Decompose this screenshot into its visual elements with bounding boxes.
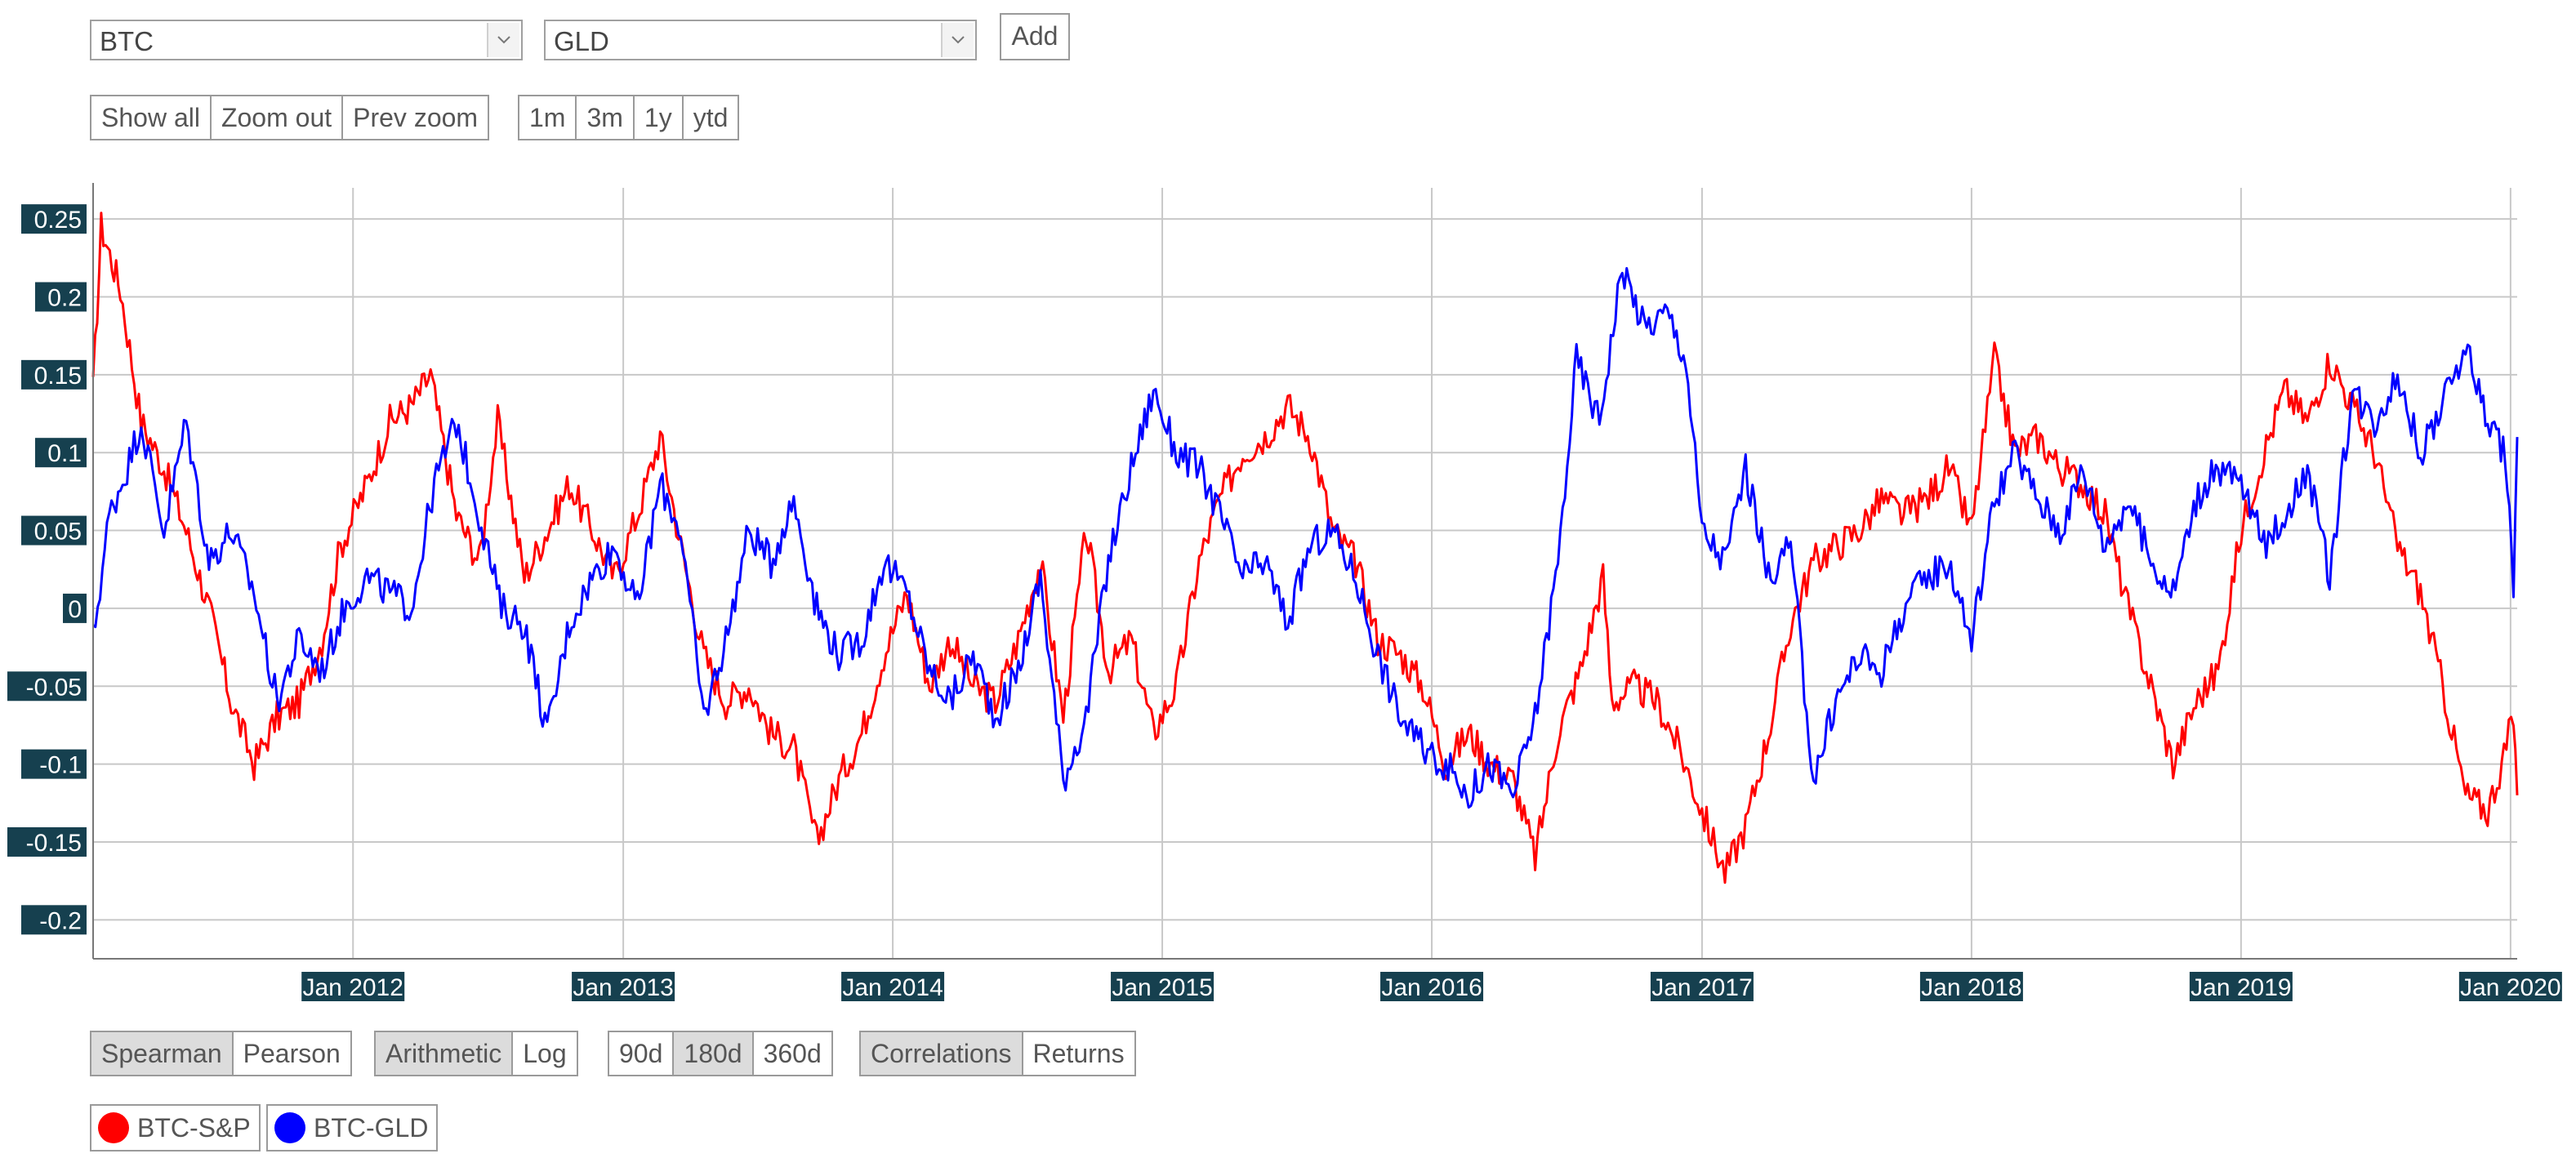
asset1-select[interactable]: BTC xyxy=(90,20,523,60)
returns-option[interactable]: Returns xyxy=(1023,1032,1134,1075)
chevron-down-icon xyxy=(487,23,519,57)
legend-label: BTC-GLD xyxy=(314,1112,429,1143)
range-1y-button[interactable]: 1y xyxy=(634,96,684,139)
y-tick-label: 0.25 xyxy=(21,204,87,234)
svg-text:Jan 2017: Jan 2017 xyxy=(1651,974,1752,1001)
svg-text:Jan 2014: Jan 2014 xyxy=(842,974,943,1001)
legend-label: BTC-S&P xyxy=(137,1112,251,1143)
svg-text:Jan 2012: Jan 2012 xyxy=(302,974,403,1001)
svg-text:0.15: 0.15 xyxy=(34,363,82,390)
range-ytd-button[interactable]: ytd xyxy=(683,96,738,139)
window-90d-option[interactable]: 90d xyxy=(609,1032,675,1075)
pearson-option[interactable]: Pearson xyxy=(233,1032,350,1075)
y-tick-label: 0.15 xyxy=(21,359,87,390)
zoom-button-group: Show all Zoom out Prev zoom xyxy=(90,95,490,140)
y-tick-label: -0.15 xyxy=(7,826,87,857)
scale-toggle: Arithmetic Log xyxy=(374,1031,578,1076)
svg-text:Jan 2016: Jan 2016 xyxy=(1381,974,1482,1001)
svg-text:Jan 2020: Jan 2020 xyxy=(2460,974,2560,1001)
x-tick-label: Jan 2012 xyxy=(301,972,405,1001)
chevron-down-icon xyxy=(941,23,974,57)
series-line-btc-gld xyxy=(92,267,2519,809)
svg-text:-0.05: -0.05 xyxy=(26,674,82,701)
svg-text:0: 0 xyxy=(68,596,82,623)
y-tick-label: 0.2 xyxy=(35,282,87,312)
svg-text:-0.1: -0.1 xyxy=(39,752,82,779)
range-button-group: 1m 3m 1y ytd xyxy=(518,95,740,140)
method-toggle: Spearman Pearson xyxy=(90,1031,352,1076)
asset1-value: BTC xyxy=(100,26,154,56)
window-toggle: 90d 180d 360d xyxy=(608,1031,833,1076)
x-tick-label: Jan 2015 xyxy=(1111,972,1214,1001)
series-line-btc-sp xyxy=(91,212,2519,884)
prev-zoom-button[interactable]: Prev zoom xyxy=(343,96,488,139)
zoom-out-button[interactable]: Zoom out xyxy=(211,96,344,139)
y-tick-label: 0.05 xyxy=(21,515,87,546)
blue-dot-icon xyxy=(274,1112,305,1143)
x-tick-label: Jan 2019 xyxy=(2189,972,2293,1001)
svg-text:Jan 2015: Jan 2015 xyxy=(1112,974,1212,1001)
y-tick-label: -0.2 xyxy=(21,905,87,935)
svg-text:Jan 2019: Jan 2019 xyxy=(2190,974,2291,1001)
legend-item-btc-gld[interactable]: BTC-GLD xyxy=(266,1104,439,1152)
show-all-button[interactable]: Show all xyxy=(91,96,212,139)
svg-text:Jan 2013: Jan 2013 xyxy=(573,974,673,1001)
range-3m-button[interactable]: 3m xyxy=(577,96,635,139)
red-dot-icon xyxy=(98,1112,129,1143)
x-tick-label: Jan 2014 xyxy=(841,972,945,1001)
asset2-value: GLD xyxy=(554,26,609,56)
y-tick-label: -0.1 xyxy=(21,749,87,779)
svg-text:-0.15: -0.15 xyxy=(26,830,82,857)
y-tick-label: 0.1 xyxy=(35,438,87,468)
correlation-chart[interactable]: 0.25 0.2 0.15 0.1 0.05 0 -0.05 -0.1 -0.15 -0.2 Jan… xyxy=(0,163,2576,1176)
asset2-select[interactable]: GLD xyxy=(544,20,977,60)
x-tick-label: Jan 2018 xyxy=(1919,972,2023,1001)
x-tick-label: Jan 2017 xyxy=(1650,972,1754,1001)
svg-text:Jan 2018: Jan 2018 xyxy=(1921,974,2021,1001)
svg-text:0.05: 0.05 xyxy=(34,519,82,546)
x-tick-label: Jan 2016 xyxy=(1380,972,1484,1001)
add-button[interactable]: Add xyxy=(1000,13,1070,60)
arithmetic-option[interactable]: Arithmetic xyxy=(376,1032,514,1075)
log-option[interactable]: Log xyxy=(513,1032,577,1075)
legend-item-btc-sp[interactable]: BTC-S&P xyxy=(90,1104,261,1152)
range-1m-button[interactable]: 1m xyxy=(519,96,577,139)
y-tick-label: 0 xyxy=(63,593,87,623)
svg-text:0.1: 0.1 xyxy=(47,440,82,467)
x-tick-label: Jan 2020 xyxy=(2458,972,2562,1001)
window-360d-option[interactable]: 360d xyxy=(753,1032,831,1075)
svg-text:0.2: 0.2 xyxy=(47,284,82,311)
svg-text:0.25: 0.25 xyxy=(34,207,82,234)
x-tick-label: Jan 2013 xyxy=(572,972,675,1001)
spearman-option[interactable]: Spearman xyxy=(91,1032,234,1075)
y-tick-label: -0.05 xyxy=(7,671,87,702)
view-toggle: Correlations Returns xyxy=(859,1031,1136,1076)
window-180d-option[interactable]: 180d xyxy=(674,1032,754,1075)
correlations-option[interactable]: Correlations xyxy=(861,1032,1023,1075)
svg-text:-0.2: -0.2 xyxy=(39,907,82,934)
